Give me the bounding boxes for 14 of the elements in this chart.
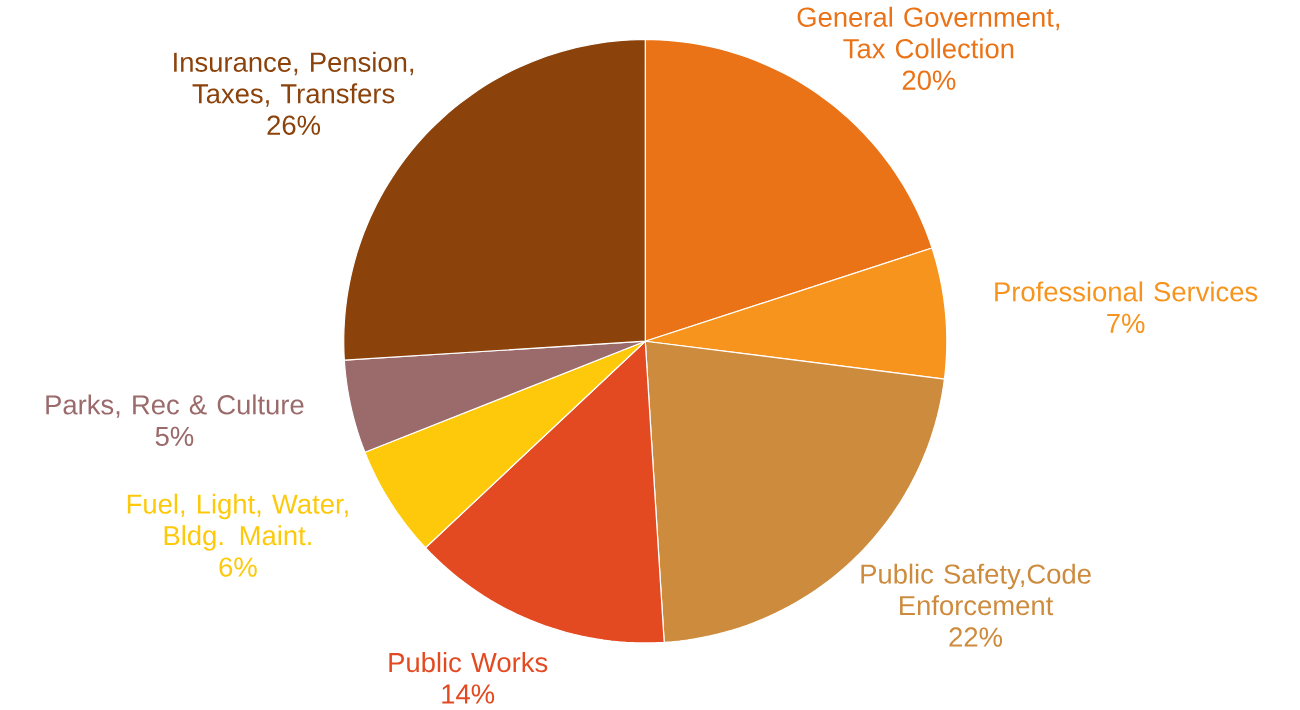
slice-label: Fuel, Light, Water, Bldg. Maint. [127, 493, 348, 551]
data-label: 26% [267, 115, 321, 135]
slice-label: Professional Services [995, 281, 1258, 302]
slice-label: Public Works [389, 651, 548, 673]
data-label: 14% [442, 684, 495, 704]
data-label: 5% [155, 426, 194, 446]
data-label: 7% [1107, 313, 1145, 333]
slice-label: Public Safety,Code Enforcement [861, 563, 1091, 616]
slice-label: Parks, Rec & Culture [46, 394, 304, 418]
data-label: 22% [949, 627, 1003, 647]
slice-label: General Government, Tax Collection [797, 6, 1060, 59]
data-label: 20% [902, 70, 956, 90]
slice-label: Insurance, Pension, Taxes, Transfers [174, 51, 414, 107]
data-label: 6% [219, 557, 257, 577]
